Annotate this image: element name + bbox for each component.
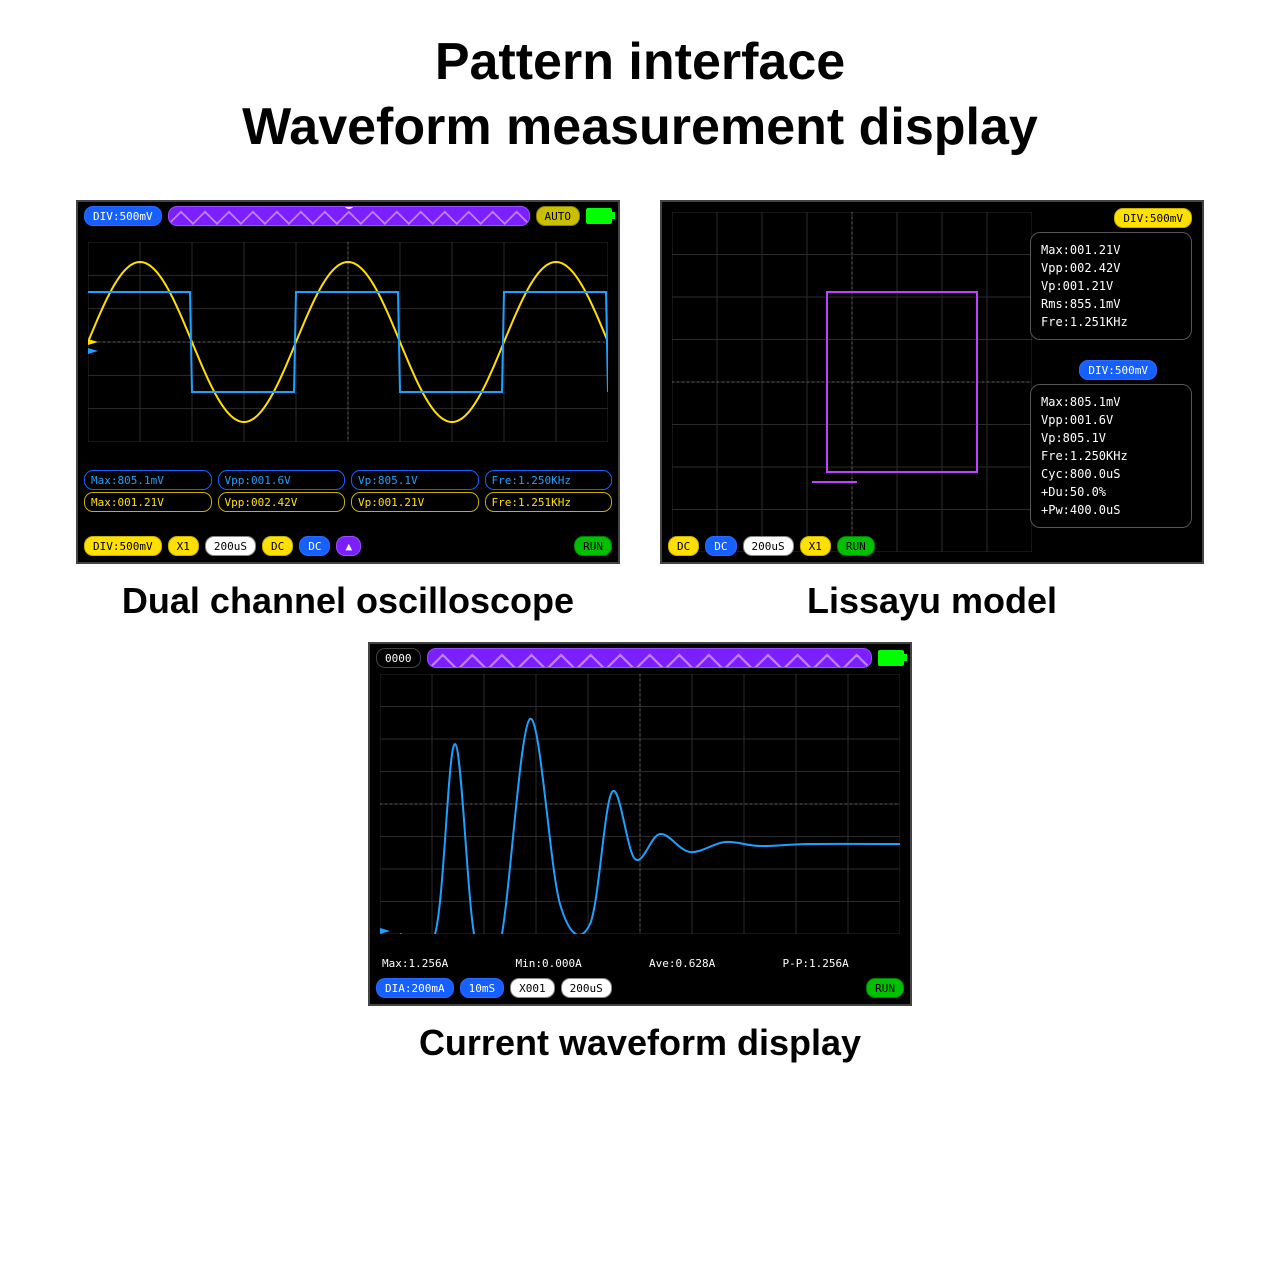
dual-panel-wrap: DIV:500mV AUTO Max:805.1mV Vpp:001.6VVp:8… [76,200,620,622]
run-pill: RUN [837,536,875,556]
title-line-2: Waveform measurement display [40,95,1240,160]
meas: Min:0.000A [510,954,638,972]
lissayu-mid-div-pill: DIV:500mV [1079,360,1157,380]
dc1-pill: DC [668,536,699,556]
meas-line: Fre:1.251KHz [1041,313,1181,331]
meas-ch1: Vpp:002.42V [218,492,346,512]
meas: Max:1.256A [376,954,504,972]
lissayu-meas-box-2: Max:805.1mVVpp:001.6VVp:805.1VFre:1.250K… [1030,384,1192,528]
current-panel-wrap: 0000 Max:1.256A Min:0.000A Ave:0.628A P-P:1… [368,642,912,1064]
lissayu-scope: DIV:500mV Max:001.21VVpp:002.42VVp:001.2… [660,200,1204,564]
meas-ch2: Vpp:001.6V [218,470,346,490]
meas-line: Vp:001.21V [1041,277,1181,295]
t2-pill: 200uS [561,978,612,998]
trig-icon: ▲ [336,536,361,556]
lissayu-meas-box-1: Max:001.21VVpp:002.42VVp:001.21VRms:855.… [1030,232,1192,340]
meas-line: Vp:805.1V [1041,429,1181,447]
meas-ch2: Vp:805.1V [351,470,479,490]
lissayu-grid [672,212,1032,552]
dia-pill: DIA:200mA [376,978,454,998]
meas-ch1: Max:001.21V [84,492,212,512]
div-pill: DIV:500mV [84,536,162,556]
run-pill: RUN [574,536,612,556]
current-scope: 0000 Max:1.256A Min:0.000A Ave:0.628A P-P:1… [368,642,912,1006]
lissayu-div-pill: DIV:500mV [1114,208,1192,228]
lissayu-bottom-bar: DC DC 200uS X1 RUN [668,536,1196,556]
x-pill: X1 [800,536,831,556]
battery-icon [586,208,612,224]
meas-line: Cyc:800.0uS [1041,465,1181,483]
current-trigger-bar [427,648,873,668]
dual-top-bar: DIV:500mV AUTO [84,206,612,226]
meas-line: +Du:50.0% [1041,483,1181,501]
meas-line: Rms:855.1mV [1041,295,1181,313]
lissayu-panel-wrap: DIV:500mV Max:001.21VVpp:002.42VVp:001.2… [660,200,1204,622]
timebase-pill: 200uS [205,536,256,556]
title-line-1: Pattern interface [40,30,1240,95]
dc1-pill: DC [262,536,293,556]
dc2-pill: DC [705,536,736,556]
dual-scope: DIV:500mV AUTO Max:805.1mV Vpp:001.6VVp:8… [76,200,620,564]
meas: Ave:0.628A [643,954,771,972]
title-block: Pattern interface Waveform measurement d… [40,30,1240,160]
meas-ch2: Max:805.1mV [84,470,212,490]
battery-icon [878,650,904,666]
meas-ch1: Vp:001.21V [351,492,479,512]
t1-pill: 10mS [460,978,505,998]
current-caption: Current waveform display [419,1022,861,1064]
current-bottom-bar: DIA:200mA 10mS X001 200uS RUN [376,978,904,998]
run-pill: RUN [866,978,904,998]
dual-auto-pill: AUTO [536,206,581,226]
meas-line: +Pw:400.0uS [1041,501,1181,519]
meas-line: Vpp:001.6V [1041,411,1181,429]
meas-line: Fre:1.250KHz [1041,447,1181,465]
current-grid [380,674,900,934]
meas: P-P:1.256A [777,954,905,972]
meas-ch1: Fre:1.251KHz [485,492,613,512]
x-pill: X001 [510,978,555,998]
count-pill: 0000 [376,648,421,668]
meas-line: Max:805.1mV [1041,393,1181,411]
dual-grid [88,242,608,442]
meas-ch2: Fre:1.250KHz [485,470,613,490]
dual-bottom-bar: DIV:500mV X1 200uS DC DC ▲ RUN [84,536,612,556]
dual-div-pill: DIV:500mV [84,206,162,226]
x-pill: X1 [168,536,199,556]
dc2-pill: DC [299,536,330,556]
lissayu-caption: Lissayu model [807,580,1057,622]
meas-line: Vpp:002.42V [1041,259,1181,277]
dual-caption: Dual channel oscilloscope [122,580,574,622]
meas-line: Max:001.21V [1041,241,1181,259]
dual-trigger-bar [168,206,530,226]
timebase-pill: 200uS [743,536,794,556]
current-top-bar: 0000 [376,648,904,668]
